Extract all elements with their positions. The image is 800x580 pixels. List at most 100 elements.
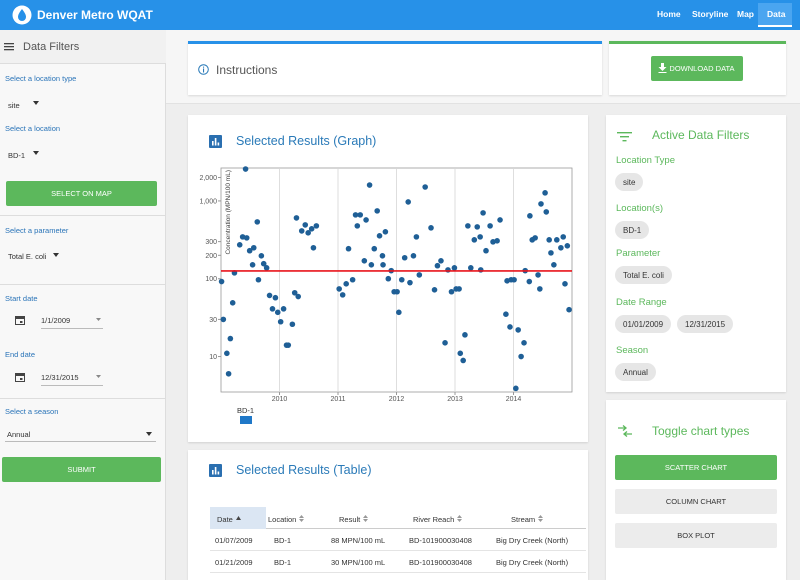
data-point (345, 245, 352, 252)
data-point (428, 225, 434, 231)
data-point (456, 286, 462, 292)
chart-type-button[interactable]: COLUMN CHART (615, 489, 777, 514)
graph-title: Selected Results (Graph) (236, 134, 377, 148)
data-point (363, 217, 369, 223)
caret (33, 151, 39, 155)
column-header[interactable]: Location (268, 515, 305, 524)
data-point (407, 279, 413, 286)
x-tick-label: 2014 (506, 396, 522, 403)
data-point (396, 309, 402, 316)
table-cell: Big Dry Creek (North) (496, 558, 569, 567)
menu-icon[interactable] (4, 43, 14, 51)
data-point (308, 226, 315, 232)
sort-icon (235, 516, 241, 520)
data-point (451, 265, 458, 271)
data-point (376, 233, 383, 239)
data-point (434, 262, 441, 269)
chart-icon (209, 464, 222, 477)
data-point (398, 276, 405, 283)
data-point (542, 190, 548, 196)
download-icon (658, 63, 667, 73)
underline (5, 441, 156, 442)
table-cell: 30 MPN/100 mL (331, 558, 386, 567)
data-point (285, 342, 292, 348)
data-point (374, 208, 380, 214)
data-point (305, 230, 311, 236)
nav-link[interactable]: Home (657, 9, 681, 19)
submit-button[interactable]: SUBMIT (2, 457, 161, 482)
data-point (272, 294, 279, 301)
data-point (349, 276, 356, 283)
calendar-icon (15, 316, 25, 325)
data-point (513, 385, 519, 392)
y-tick-label: 300 (205, 239, 217, 246)
select[interactable]: site (8, 101, 20, 110)
data-point (538, 201, 544, 207)
data-point (380, 262, 386, 268)
sidebar-header (0, 30, 166, 64)
table-cell: BD-1 (274, 558, 292, 567)
data-point (537, 286, 543, 292)
map-button[interactable]: SELECT ON MAP (6, 181, 157, 206)
data-point (336, 286, 342, 292)
data-point (480, 210, 486, 216)
x-tick-label: 2011 (330, 396, 345, 403)
data-point (366, 182, 373, 188)
data-point (260, 260, 267, 267)
nav-link[interactable]: Map (737, 9, 754, 19)
filters-title: Active Data Filters (652, 128, 750, 142)
date-input[interactable]: 1/1/2009 (41, 316, 71, 325)
column-header[interactable]: Stream (511, 515, 544, 524)
y-axis-label: Concentration (MPN/100 mL) (225, 170, 232, 255)
column-header[interactable]: Date (217, 515, 241, 524)
instructions-title[interactable]: Instructions (216, 63, 278, 77)
data-point (448, 288, 455, 295)
nav-link[interactable]: Data (767, 9, 786, 19)
data-point (558, 244, 564, 251)
sort-icon (457, 515, 463, 522)
select[interactable]: Annual (7, 430, 31, 439)
select[interactable]: BD-1 (8, 151, 26, 160)
x-tick-label: 2010 (272, 396, 288, 403)
date-input[interactable]: 12/31/2015 (41, 373, 79, 382)
data-point (527, 213, 533, 219)
data-point (274, 309, 281, 316)
data-point (471, 237, 478, 243)
brand[interactable]: Denver Metro WQAT (37, 8, 153, 22)
data-point (518, 353, 524, 360)
data-point (254, 219, 261, 225)
legend-swatch (240, 416, 252, 424)
data-point (339, 292, 346, 298)
data-point (494, 238, 500, 244)
data-point (546, 237, 552, 243)
filters-card (606, 115, 786, 392)
data-point (410, 253, 417, 259)
data-point (242, 166, 249, 172)
chart-type-button[interactable]: BOX PLOT (615, 523, 777, 548)
divider (0, 398, 166, 399)
y-tick-label: 2,000 (199, 175, 217, 182)
data-point (526, 278, 533, 285)
data-point (255, 276, 262, 283)
label: Select a location type (5, 74, 77, 83)
chart-type-button[interactable]: SCATTER CHART (615, 455, 777, 480)
caret (96, 375, 101, 378)
data-point (302, 222, 309, 228)
column-header[interactable]: River Reach (413, 515, 463, 524)
y-tick-label: 200 (205, 253, 217, 260)
data-point (515, 327, 521, 333)
download-button[interactable]: DOWNLOAD DATA (651, 56, 743, 81)
data-point (553, 237, 560, 243)
select[interactable]: Total E. coli (8, 252, 47, 261)
data-point (291, 289, 298, 296)
filter-label: Parameter (616, 248, 661, 259)
column-header[interactable]: Result (339, 515, 369, 524)
data-point (371, 245, 378, 252)
table-cell: 88 MPN/100 mL (331, 536, 386, 545)
data-point (382, 229, 389, 235)
data-point (416, 272, 423, 278)
data-point (560, 234, 567, 240)
nav-link[interactable]: Storyline (692, 9, 729, 19)
